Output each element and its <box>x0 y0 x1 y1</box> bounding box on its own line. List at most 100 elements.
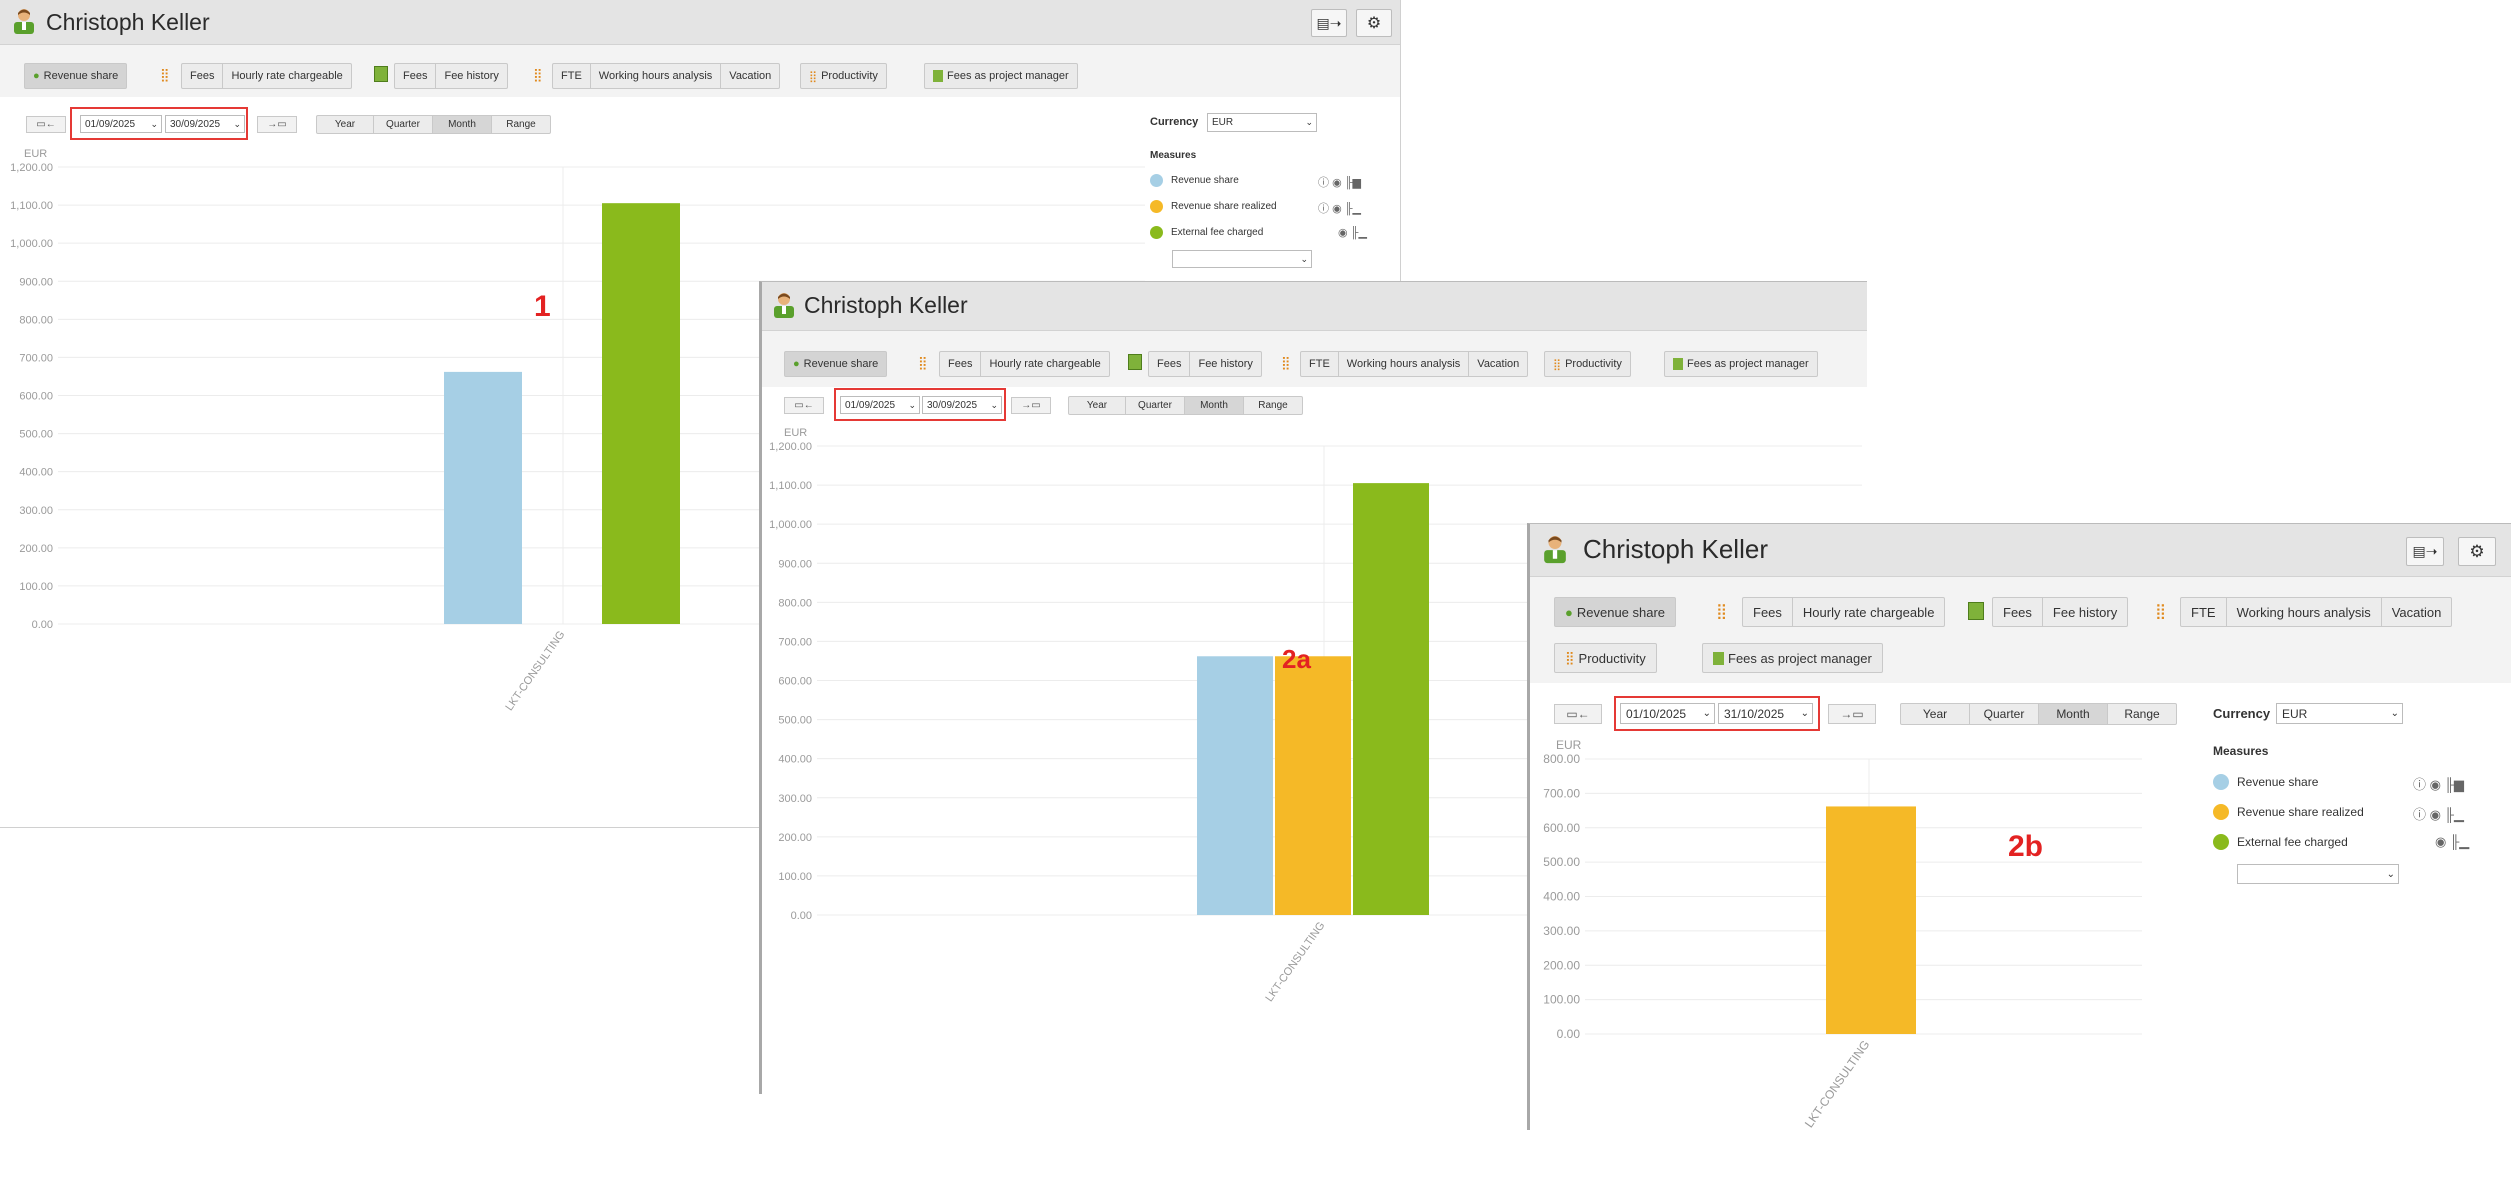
info-icon[interactable]: ⓘ <box>1318 203 1329 215</box>
tab-fees-as-project-manager[interactable]: Fees as project manager <box>1664 351 1818 377</box>
bar-revenue-share-realized <box>1826 806 1916 1034</box>
date-from-select[interactable]: 01/09/2025 ⌄ <box>80 115 162 133</box>
chart-small-icon[interactable]: ╟▆ <box>1344 177 1361 189</box>
eye-icon[interactable]: ◉ <box>1338 227 1348 239</box>
date-from-select[interactable]: 01/10/2025 ⌄ <box>1620 703 1715 724</box>
tab-fees-2[interactable]: Fees <box>1993 598 2043 626</box>
legend-revenue-share[interactable]: Revenue share <box>2213 774 2318 790</box>
tab-vacation[interactable]: Vacation <box>2391 604 2442 620</box>
tab-revenue-share[interactable]: ● Revenue share <box>24 63 128 89</box>
tab-vacation[interactable]: Vacation <box>729 70 772 82</box>
chart-panel-2b: EUR 0.00 100.00 200.00 300.00 400.00 500.00 600… <box>1543 738 2142 1130</box>
y-tick-label: 1,200.00 <box>769 441 812 453</box>
tab-fee-history[interactable]: Fee history <box>1198 358 1253 370</box>
date-from-select[interactable]: 01/09/2025 ⌄ <box>840 396 920 414</box>
tab-fees-2[interactable]: Fees <box>1149 352 1191 376</box>
add-measure-select[interactable]: ⌄ <box>1172 250 1312 268</box>
annotation-marker: 2a <box>1282 644 1311 674</box>
period-month[interactable]: Month <box>433 116 492 133</box>
period-year[interactable]: Year <box>1901 704 1970 724</box>
settings-button[interactable]: ⚙ <box>1356 9 1392 37</box>
chart-small-icon[interactable]: ╟▁ <box>2449 834 2470 849</box>
y-tick-label: 700.00 <box>1543 786 1580 800</box>
tab-vacation[interactable]: Vacation <box>1477 358 1520 370</box>
next-period-button[interactable]: →▭ <box>257 116 297 133</box>
tab-productivity[interactable]: ⣿ Productivity <box>1544 351 1631 377</box>
tab-fees-as-project-manager[interactable]: Fees as project manager <box>924 63 1078 89</box>
navigation-toolbar: ● Revenue share ⣿ Fees Hourly rate charge… <box>1530 577 2511 683</box>
chart-small-icon[interactable]: ╟▁ <box>2444 807 2464 822</box>
previous-period-button[interactable]: ▭← <box>1554 704 1602 724</box>
previous-period-button[interactable]: ▭← <box>784 397 824 414</box>
previous-period-button[interactable]: ▭← <box>26 116 66 133</box>
date-to-select[interactable]: 30/09/2025 ⌄ <box>165 115 245 133</box>
period-quarter[interactable]: Quarter <box>1126 397 1185 414</box>
eye-icon[interactable]: ◉ <box>1332 203 1342 215</box>
tab-productivity[interactable]: ⣿ Productivity <box>800 63 887 89</box>
currency-select[interactable]: EUR ⌄ <box>2276 703 2403 724</box>
tab-fte[interactable]: FTE <box>2181 598 2227 626</box>
eye-icon[interactable]: ◉ <box>1332 177 1342 189</box>
chart-small-icon[interactable]: ╟▁ <box>1344 203 1361 215</box>
tab-hourly-rate-chargeable[interactable]: Hourly rate chargeable <box>989 358 1101 370</box>
chart-small-icon[interactable]: ╟▁ <box>1350 227 1367 239</box>
tab-fees[interactable]: Fees <box>1743 598 1793 626</box>
y-tick-label: 700.00 <box>778 636 812 648</box>
period-quarter[interactable]: Quarter <box>374 116 433 133</box>
date-to-select[interactable]: 30/09/2025 ⌄ <box>922 396 1002 414</box>
eye-icon[interactable]: ◉ <box>2429 807 2441 822</box>
export-button[interactable]: ▤➝ <box>1311 9 1347 37</box>
tab-revenue-share[interactable]: ● Revenue share <box>1554 597 1677 627</box>
chart-small-icon[interactable]: ╟▆ <box>2444 777 2464 792</box>
period-range[interactable]: Range <box>506 119 536 130</box>
date-to-select[interactable]: 31/10/2025 ⌄ <box>1718 703 1813 724</box>
tab-hourly-rate-chargeable[interactable]: Hourly rate chargeable <box>1802 604 1935 620</box>
next-period-button[interactable]: →▭ <box>1011 397 1051 414</box>
tab-fees-2[interactable]: Fees <box>395 64 437 88</box>
tab-fees[interactable]: Fees <box>182 64 224 88</box>
tab-fte[interactable]: FTE <box>553 64 591 88</box>
next-period-button[interactable]: →▭ <box>1828 704 1876 724</box>
header-bar: Christoph Keller <box>762 282 1867 331</box>
fte-group: FTE Working hours analysis Vacation <box>2180 597 2453 627</box>
tab-fees[interactable]: Fees <box>940 352 982 376</box>
arrow-right-icon: →▭ <box>1840 707 1864 721</box>
period-year[interactable]: Year <box>1069 397 1126 414</box>
period-range[interactable]: Range <box>1258 400 1288 411</box>
period-year[interactable]: Year <box>317 116 374 133</box>
tab-hourly-rate-chargeable[interactable]: Hourly rate chargeable <box>231 70 343 82</box>
info-icon[interactable]: ⓘ <box>1318 177 1329 189</box>
legend-external-fee-charged[interactable]: External fee charged <box>1150 226 1263 239</box>
eye-icon[interactable]: ◉ <box>2429 777 2441 792</box>
add-measure-select[interactable]: ⌄ <box>2237 864 2399 884</box>
info-icon[interactable]: ⓘ <box>2413 807 2427 822</box>
y-tick-label: 900.00 <box>19 276 53 288</box>
tab-working-hours-analysis[interactable]: Working hours analysis <box>591 64 722 88</box>
tab-revenue-share[interactable]: ● Revenue share <box>784 351 888 377</box>
ledger-icon <box>1128 354 1142 370</box>
legend-revenue-share[interactable]: Revenue share <box>1150 174 1239 187</box>
period-month[interactable]: Month <box>1185 397 1244 414</box>
settings-button[interactable]: ⚙ <box>2458 537 2496 566</box>
tab-fte[interactable]: FTE <box>1301 352 1339 376</box>
tab-productivity[interactable]: ⣿ Productivity <box>1554 643 1657 673</box>
legend-external-fee-charged[interactable]: External fee charged <box>2213 834 2348 850</box>
chevron-down-icon: ⌄ <box>150 118 158 129</box>
ledger-icon <box>374 66 388 82</box>
period-month[interactable]: Month <box>2039 704 2108 724</box>
tab-working-hours-analysis[interactable]: Working hours analysis <box>1339 352 1470 376</box>
eye-icon[interactable]: ◉ <box>2435 834 2447 849</box>
date-from-value: 01/09/2025 <box>845 399 896 411</box>
export-button[interactable]: ▤➝ <box>2406 537 2444 566</box>
period-range[interactable]: Range <box>2124 707 2160 721</box>
currency-select[interactable]: EUR ⌄ <box>1207 113 1317 132</box>
tab-fee-history[interactable]: Fee history <box>2052 604 2118 620</box>
info-icon[interactable]: ⓘ <box>2413 777 2427 792</box>
period-quarter[interactable]: Quarter <box>1970 704 2039 724</box>
tab-working-hours-analysis[interactable]: Working hours analysis <box>2227 598 2382 626</box>
legend-revenue-share-realized[interactable]: Revenue share realized <box>2213 804 2364 820</box>
legend-revenue-share-realized[interactable]: Revenue share realized <box>1150 200 1277 213</box>
tab-fees-as-project-manager[interactable]: Fees as project manager <box>1702 643 1883 673</box>
tab-fee-history[interactable]: Fee history <box>444 70 499 82</box>
chart-bars-icon: ⣿ <box>1565 650 1575 665</box>
